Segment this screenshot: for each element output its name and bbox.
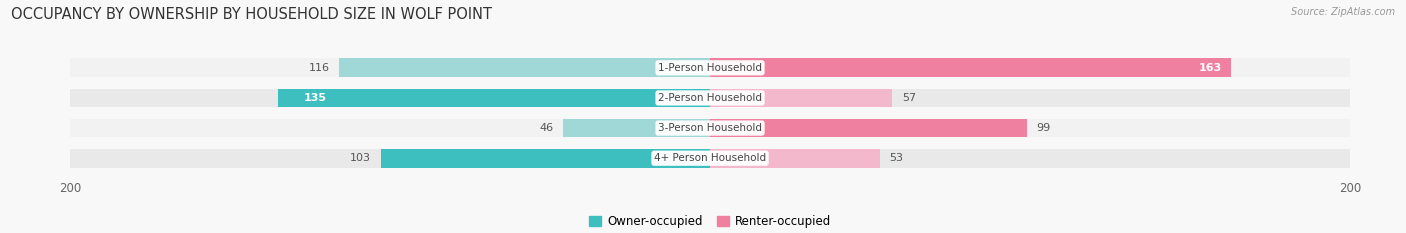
Text: 4+ Person Household: 4+ Person Household (654, 153, 766, 163)
Text: 103: 103 (350, 153, 371, 163)
Text: 46: 46 (538, 123, 554, 133)
Text: 116: 116 (308, 63, 329, 73)
Bar (710, 89, 893, 107)
Text: 2-Person Household: 2-Person Household (658, 93, 762, 103)
Bar (70, 149, 1350, 168)
Bar (562, 119, 710, 137)
Text: 1-Person Household: 1-Person Household (658, 63, 762, 73)
Bar (710, 119, 1026, 137)
Bar (381, 149, 710, 168)
Text: 99: 99 (1036, 123, 1050, 133)
Bar (278, 89, 710, 107)
Text: 57: 57 (903, 93, 917, 103)
Text: 163: 163 (1198, 63, 1222, 73)
Bar (710, 58, 1232, 77)
Bar (70, 89, 1350, 107)
Text: 135: 135 (304, 93, 326, 103)
Bar (70, 58, 1350, 77)
Bar (710, 149, 880, 168)
Bar (339, 58, 710, 77)
Bar (70, 119, 1350, 137)
Text: 3-Person Household: 3-Person Household (658, 123, 762, 133)
Legend: Owner-occupied, Renter-occupied: Owner-occupied, Renter-occupied (585, 211, 835, 233)
Text: 53: 53 (889, 153, 903, 163)
Text: OCCUPANCY BY OWNERSHIP BY HOUSEHOLD SIZE IN WOLF POINT: OCCUPANCY BY OWNERSHIP BY HOUSEHOLD SIZE… (11, 7, 492, 22)
Text: Source: ZipAtlas.com: Source: ZipAtlas.com (1291, 7, 1395, 17)
